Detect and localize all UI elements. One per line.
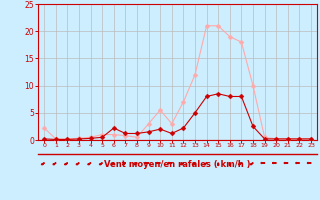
X-axis label: Vent moyen/en rafales ( km/h ): Vent moyen/en rafales ( km/h ) (104, 160, 251, 169)
